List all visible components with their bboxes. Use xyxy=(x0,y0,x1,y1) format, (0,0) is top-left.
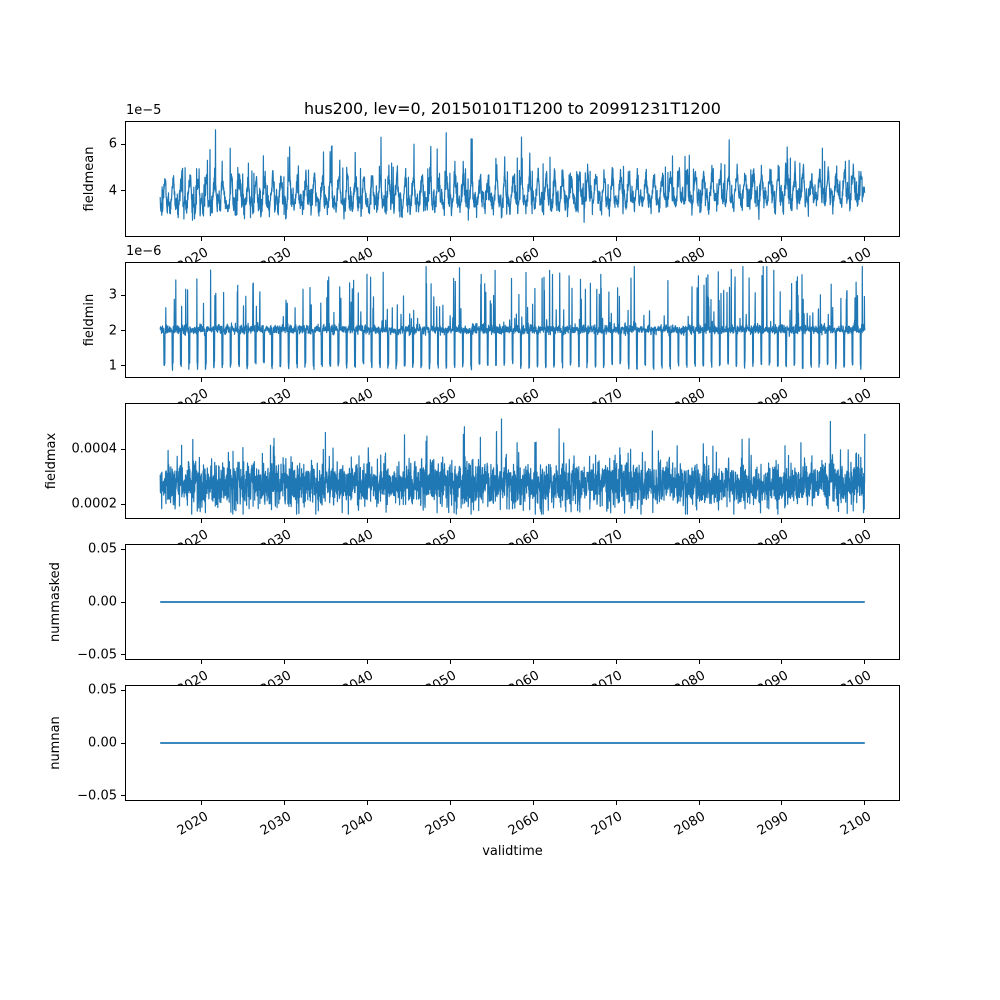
panel-numnan-axes xyxy=(125,685,900,801)
y-axis-label-nummasked: nummasked xyxy=(48,562,63,642)
y-tick-mark xyxy=(121,143,125,145)
x-tick-mark xyxy=(615,519,617,523)
y-axis-label-numnan: numnan xyxy=(48,716,63,770)
x-tick-mark xyxy=(201,801,203,805)
x-tick-mark xyxy=(449,519,451,523)
x-tick-mark xyxy=(781,378,783,382)
y-tick-mark xyxy=(121,742,125,744)
x-tick-label-text: 2100 xyxy=(837,809,874,839)
x-tick-mark xyxy=(366,519,368,523)
y-tick-label: 0.0002 xyxy=(71,496,118,512)
x-tick-mark xyxy=(698,660,700,664)
x-axis-label: validtime xyxy=(482,844,543,859)
y-tick-mark xyxy=(121,654,125,656)
y-offset-text: 1e−6 xyxy=(126,244,162,259)
x-tick-mark xyxy=(532,660,534,664)
x-tick-mark xyxy=(449,237,451,241)
y-tick-mark xyxy=(121,190,125,192)
y-tick-mark xyxy=(121,365,125,367)
x-tick-label-text: 2080 xyxy=(671,809,708,839)
x-tick-mark xyxy=(864,660,866,664)
x-tick-label-text: 2020 xyxy=(174,809,211,839)
x-tick-label-text: 2030 xyxy=(257,809,294,839)
panel-fieldmin-axes xyxy=(125,262,900,378)
y-tick-label: 0.00 xyxy=(88,594,117,610)
panel-fieldmean-axes xyxy=(125,121,900,237)
x-tick-mark xyxy=(698,378,700,382)
x-tick-label-text: 2050 xyxy=(423,809,460,839)
x-tick-mark xyxy=(284,378,286,382)
x-tick-mark xyxy=(284,237,286,241)
x-tick-mark xyxy=(366,237,368,241)
x-tick-mark xyxy=(532,237,534,241)
x-tick-mark xyxy=(366,378,368,382)
x-tick-mark xyxy=(781,801,783,805)
x-tick-mark xyxy=(615,660,617,664)
x-tick-mark xyxy=(615,801,617,805)
x-tick-mark xyxy=(284,660,286,664)
y-tick-label: 0.00 xyxy=(88,735,117,751)
x-tick-mark xyxy=(864,237,866,241)
y-tick-label: 6 xyxy=(108,136,117,152)
x-tick-mark xyxy=(449,378,451,382)
y-tick-label: 3 xyxy=(108,287,117,303)
x-tick-mark xyxy=(201,378,203,382)
panel-fieldmax-axes xyxy=(125,403,900,519)
x-tick-mark xyxy=(781,660,783,664)
x-tick-label-text: 2090 xyxy=(754,809,791,839)
y-tick-label: 1 xyxy=(108,358,117,374)
x-tick-mark xyxy=(698,801,700,805)
x-tick-label-text: 2070 xyxy=(588,809,626,839)
y-tick-mark xyxy=(121,294,125,296)
y-tick-mark xyxy=(121,601,125,603)
x-tick-label-text: 2040 xyxy=(340,809,377,839)
x-tick-label-text: 2060 xyxy=(506,809,543,839)
y-tick-mark xyxy=(121,689,125,691)
panel-nummasked-axes xyxy=(125,544,900,660)
y-tick-label: −0.05 xyxy=(77,647,117,663)
x-tick-mark xyxy=(284,801,286,805)
x-tick-mark xyxy=(201,660,203,664)
y-tick-label: 2 xyxy=(108,323,117,338)
y-tick-mark xyxy=(121,448,125,450)
y-offset-text: 1e−5 xyxy=(126,103,162,118)
x-tick-mark xyxy=(201,519,203,523)
x-tick-mark xyxy=(781,519,783,523)
x-tick-mark xyxy=(449,660,451,664)
x-tick-mark xyxy=(532,801,534,805)
y-axis-label-fieldmean: fieldmean xyxy=(82,146,97,212)
x-tick-mark xyxy=(532,378,534,382)
x-tick-mark xyxy=(284,519,286,523)
chart-title: hus200, lev=0, 20150101T1200 to 20991231… xyxy=(304,99,721,118)
y-axis-label-fieldmin: fieldmin xyxy=(82,293,97,347)
y-tick-label: 0.05 xyxy=(88,682,117,698)
y-tick-label: 0.0004 xyxy=(71,441,118,457)
x-tick-mark xyxy=(698,519,700,523)
y-tick-mark xyxy=(121,548,125,550)
y-tick-label: 4 xyxy=(108,183,117,199)
x-tick-mark xyxy=(781,237,783,241)
x-tick-mark xyxy=(698,237,700,241)
x-tick-mark xyxy=(615,237,617,241)
x-tick-mark xyxy=(366,660,368,664)
x-tick-mark xyxy=(615,378,617,382)
x-tick-mark xyxy=(201,237,203,241)
x-tick-mark xyxy=(864,801,866,805)
x-tick-mark xyxy=(864,378,866,382)
x-tick-mark xyxy=(864,519,866,523)
y-tick-mark xyxy=(121,795,125,797)
x-tick-mark xyxy=(532,519,534,523)
y-tick-mark xyxy=(121,330,125,331)
x-tick-mark xyxy=(449,801,451,805)
y-tick-label: −0.05 xyxy=(77,788,117,804)
x-tick-mark xyxy=(366,801,368,805)
y-axis-label-fieldmax: fieldmax xyxy=(44,432,59,490)
y-tick-label: 0.05 xyxy=(88,541,117,557)
y-tick-mark xyxy=(121,503,125,505)
